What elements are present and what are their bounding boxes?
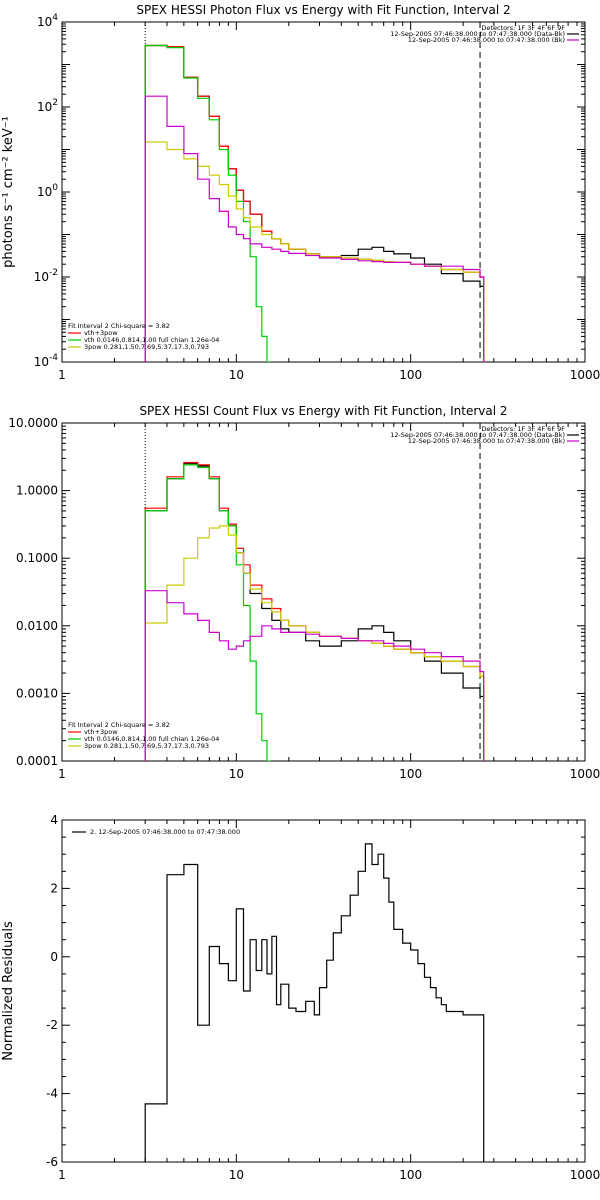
legend-bottom-left-text: vth 0.0146,0.814,1.00 full chian 1.26e-0… [84, 735, 219, 743]
legend-bottom-left-text: 3pow 0.281,1.50,7.69,5.37,17.3,0.793 [84, 742, 209, 750]
legend-top-left-text: 2. 12-Sep-2005 07:46:38.000 to 07:47:38.… [90, 828, 240, 836]
series-line-1 [144, 463, 485, 761]
y-tick-label: 2 [50, 881, 58, 895]
chart-title: SPEX HESSI Count Flux vs Energy with Fit… [139, 404, 507, 418]
x-tick-label: 1000 [570, 1168, 600, 1182]
y-tick-label: 0 [50, 950, 58, 964]
plot-frame [61, 422, 586, 762]
legend-top-right-text: 12-Sep-2005 07:46:38.000 to 07:47:38.000… [390, 431, 565, 439]
plot-frame [61, 819, 586, 1163]
series-line-2 [144, 44, 485, 362]
y-tick-label: 0.1000 [16, 551, 58, 565]
series-line-1 [144, 843, 485, 1162]
legend-bottom-left-text: 3pow 0.281,1.50,7.69,5.37,17.3,0.793 [84, 343, 209, 351]
y-tick-label: 0.0100 [16, 619, 58, 633]
legend-top-right-text: 12-Sep-2005 07:46:38.000 to 07:47:38.000… [390, 30, 565, 38]
series-group [144, 461, 485, 761]
legend-bottom-left-text: Fit Interval 2 Chi-square = 3.82 [68, 322, 170, 330]
y-tick-label: 4 [50, 813, 58, 827]
legend-bottom-left-text: vth+3pow [84, 329, 118, 337]
y-tick-label: 100 [37, 183, 58, 199]
series-line-3 [144, 464, 271, 761]
y-tick-label: 104 [37, 13, 58, 29]
chart-title: SPEX HESSI Photon Flux vs Energy with Fi… [136, 3, 510, 17]
x-tick-label: 1 [58, 767, 66, 781]
legend-bottom-left-text: vth+3pow [84, 728, 118, 736]
legend-top-right-text: Detectors: 1F 3F 4F 6F 9F [481, 425, 565, 433]
x-tick-label: 10 [229, 368, 244, 382]
x-tick-label: 10 [229, 767, 244, 781]
series-line-5 [144, 590, 485, 761]
y-tick-label: -6 [46, 1155, 58, 1169]
legend-top-right-text: 12-Sep-2005 07:46:38.000 to 07:47:38.000… [408, 36, 565, 44]
legend-top-right-text: Detectors: 1F 3F 4F 6F 9F [481, 24, 565, 32]
chart-panel-2: SPEX HESSI Count Flux vs Energy with Fit… [8, 404, 600, 781]
y-tick-label: 0.0010 [16, 686, 58, 700]
series-line-4 [144, 141, 485, 362]
x-tick-label: 1 [58, 368, 66, 382]
y-tick-label: 1.0000 [16, 484, 58, 498]
y-axis-label: photons s⁻¹ cm⁻² keV⁻¹ [1, 116, 16, 268]
x-tick-label: 100 [399, 1168, 422, 1182]
series-line-2 [144, 461, 485, 761]
series-line-3 [144, 44, 271, 362]
y-tick-label: 10.0000 [8, 416, 58, 430]
x-tick-label: 1000 [570, 368, 600, 382]
series-line-5 [144, 95, 485, 362]
series-group [144, 843, 485, 1162]
y-tick-label: 10-4 [34, 353, 59, 369]
legend-top-right-text: 12-Sep-2005 07:46:38.000 to 07:47:38.000… [408, 437, 565, 445]
chart-panel-3: 1 10 100 1000 -6 -4 -2 0 2 4 Normalized Residuals 2… [1, 813, 600, 1182]
y-tick-label: 0.0001 [16, 754, 58, 768]
series-line-4 [144, 525, 485, 761]
x-tick-label: 10 [229, 1168, 244, 1182]
plot-frame [61, 21, 586, 363]
chart-panel-1: SPEX HESSI Photon Flux vs Energy with Fi… [1, 3, 600, 382]
series-group [144, 44, 485, 362]
y-tick-label: 10-2 [34, 268, 58, 284]
y-axis-label: Normalized Residuals [1, 921, 16, 1061]
y-tick-label: -2 [46, 1018, 58, 1032]
x-tick-label: 100 [399, 767, 422, 781]
y-tick-label: 102 [37, 98, 58, 114]
legend-bottom-left-text: Fit Interval 2 Chi-square = 3.82 [68, 721, 170, 729]
series-line-1 [144, 44, 485, 362]
x-tick-label: 1000 [570, 767, 600, 781]
y-tick-label: -4 [46, 1087, 58, 1101]
x-tick-label: 100 [399, 368, 422, 382]
x-tick-label: 1 [58, 1168, 66, 1182]
legend-bottom-left-text: vth 0.0146,0.814,1.00 full chian 1.26e-0… [84, 336, 219, 344]
